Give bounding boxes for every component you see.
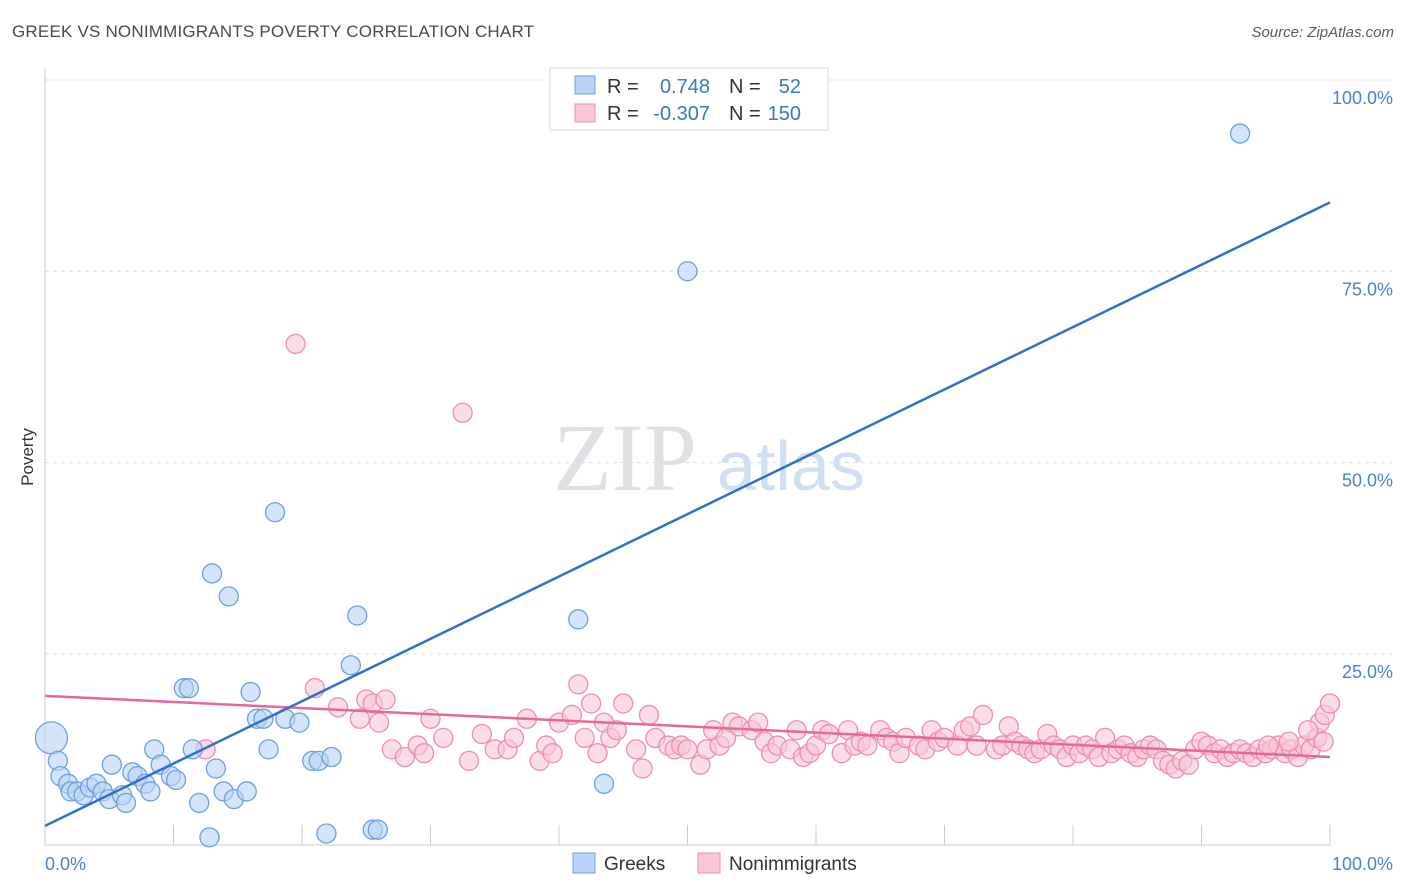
greeks-point	[316, 823, 337, 844]
nonimmigrants-point	[1298, 720, 1319, 741]
nonimmigrants-point	[413, 743, 435, 764]
nonimmigrants-point	[349, 708, 370, 729]
bottom-legend: Greeks Nonimmigrants	[572, 852, 857, 875]
nonimmigrants-point	[420, 708, 441, 729]
greeks-point	[178, 678, 200, 699]
nonimmigrants-point	[960, 716, 981, 737]
legend-n-value-nonimmigrants: 150	[768, 103, 801, 125]
greeks-point	[321, 746, 342, 768]
y-tick-label-2: 75.0%	[1342, 279, 1393, 299]
nonimmigrants-point	[606, 720, 627, 741]
greeks-point	[189, 792, 210, 814]
legend-swatch-greeks	[574, 75, 596, 95]
greeks-point	[677, 261, 698, 282]
nonimmigrants-point	[375, 689, 396, 710]
greeks-point	[347, 605, 368, 626]
nonimmigrants-point	[632, 758, 653, 779]
chart-title: GREEK VS NONIMMIGRANTS POVERTY CORRELATI…	[12, 22, 535, 41]
chart-source: Source: ZipAtlas.com	[1251, 24, 1394, 41]
nonimmigrants-point	[574, 727, 595, 749]
legend-r-value-nonimmigrants: -0.307	[653, 103, 710, 125]
bottom-legend-nonimmigrants: Nonimmigrants	[729, 854, 857, 875]
axes-layer	[44, 68, 1331, 846]
greeks-trend-line	[44, 201, 1331, 827]
greeks-point	[115, 792, 137, 814]
greeks-point	[165, 769, 187, 791]
greeks-point	[568, 609, 589, 630]
nonimmigrants-point	[1319, 693, 1341, 714]
x-tick-label-min: 0.0%	[45, 854, 86, 874]
greeks-points	[34, 123, 1251, 848]
greeks-point	[140, 781, 161, 802]
nonimmigrants-point	[613, 693, 634, 714]
legend-r-label-greeks: R =	[607, 76, 639, 98]
x-tick-label-max: 100.0%	[1332, 854, 1393, 874]
y-tick-label-3: 100.0%	[1332, 88, 1393, 108]
legend-r-value-greeks: 0.748	[660, 76, 710, 98]
y-tick-label-1: 50.0%	[1342, 471, 1393, 491]
legend-box	[549, 67, 829, 131]
greeks-point	[199, 827, 220, 848]
y-tick-label-0: 25.0%	[1342, 662, 1393, 682]
greeks-point	[240, 681, 261, 703]
nonimmigrants-point	[972, 704, 994, 726]
legend: R = 0.748 N = 52 R = -0.307 N = 150	[549, 67, 829, 131]
nonimmigrants-point	[471, 723, 493, 745]
nonimmigrants-point	[638, 704, 660, 726]
grid-layer	[45, 79, 1392, 655]
nonimmigrants-point	[677, 739, 698, 760]
bottom-legend-greeks: Greeks	[604, 854, 665, 875]
greeks-point	[236, 781, 257, 802]
legend-swatch-nonimmigrants	[574, 103, 596, 123]
nonimmigrants-point	[1258, 735, 1279, 756]
greeks-point	[289, 712, 310, 733]
nonimmigrants-point	[503, 727, 525, 749]
nonimmigrants-point	[458, 750, 480, 771]
legend-r-label-nonimmigrants: R =	[607, 103, 639, 125]
nonimmigrants-point	[587, 743, 608, 764]
greeks-point	[264, 502, 286, 523]
nonimmigrants-point	[542, 743, 563, 764]
greeks-point	[340, 655, 361, 676]
greeks-point	[205, 758, 227, 779]
watermark-zip: ZIP	[553, 404, 697, 511]
greeks-point	[34, 721, 69, 755]
greeks-point	[258, 739, 279, 760]
nonimmigrants-point	[327, 697, 349, 718]
greeks-point	[367, 819, 388, 840]
tick-labels: 25.0% 50.0% 75.0% 100.0% 0.0% 100.0%	[45, 88, 1393, 874]
nonimmigrants-point	[394, 746, 415, 768]
nonimmigrants-point	[857, 735, 878, 756]
bottom-legend-swatch-greeks	[572, 852, 596, 874]
trend-lines	[44, 201, 1331, 827]
nonimmigrants-trend-line	[44, 694, 1331, 759]
nonimmigrants-point	[568, 674, 589, 695]
greeks-point	[201, 563, 223, 584]
greeks-point	[1229, 123, 1251, 144]
nonimmigrants-point	[748, 712, 769, 733]
legend-n-label-greeks: N =	[729, 76, 761, 98]
greeks-point	[218, 586, 239, 607]
nonimmigrants-point	[580, 693, 602, 714]
nonimmigrants-point	[368, 712, 390, 733]
nonimmigrants-point	[452, 402, 473, 423]
legend-n-value-greeks: 52	[779, 76, 801, 98]
greeks-point	[101, 754, 122, 775]
nonimmigrants-point	[625, 739, 647, 760]
legend-n-label-nonimmigrants: N =	[729, 103, 761, 125]
nonimmigrants-point	[433, 727, 454, 749]
bottom-legend-swatch-nonimmigrants	[697, 852, 721, 874]
y-axis-label: Poverty	[18, 428, 37, 486]
nonimmigrants-point	[1278, 731, 1300, 752]
nonimmigrants-point	[285, 333, 306, 355]
nonimmigrants-point	[1313, 731, 1334, 752]
greeks-point	[593, 773, 615, 794]
watermark: ZIP atlas	[553, 404, 865, 511]
